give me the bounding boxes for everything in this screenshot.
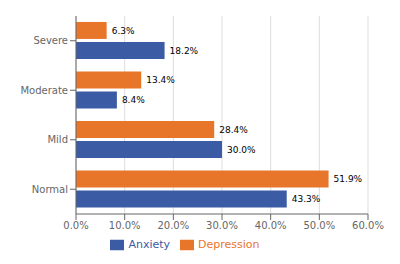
svg-text:40.0%: 40.0%	[255, 220, 287, 231]
html-text:Depression: Depression	[198, 238, 260, 251]
svg-text:8.4%: 8.4%	[122, 95, 145, 105]
svg-text:0.0%: 0.0%	[63, 220, 88, 231]
svg-text:30.0%: 30.0%	[227, 145, 256, 155]
svg-text:13.4%: 13.4%	[146, 75, 175, 85]
svg-text:43.3%: 43.3%	[292, 194, 321, 204]
svg-text:18.2%: 18.2%	[170, 46, 199, 56]
html-text:Anxiety: Anxiety	[128, 238, 171, 251]
svg-text:60.0%: 60.0%	[352, 220, 384, 231]
svg-text:Mild: Mild	[47, 134, 68, 145]
svg-text:Normal: Normal	[32, 184, 68, 195]
svg-text:6.3%: 6.3%	[112, 26, 135, 36]
svg-text:30.0%: 30.0%	[206, 220, 238, 231]
svg-text:50.0%: 50.0%	[303, 220, 335, 231]
svg-text:51.9%: 51.9%	[334, 174, 363, 184]
svg-text:10.0%: 10.0%	[109, 220, 141, 231]
svg-text:20.0%: 20.0%	[157, 220, 189, 231]
svg-text:28.4%: 28.4%	[219, 125, 248, 135]
svg-text:Severe: Severe	[33, 35, 68, 46]
svg-text:Moderate: Moderate	[20, 85, 68, 96]
